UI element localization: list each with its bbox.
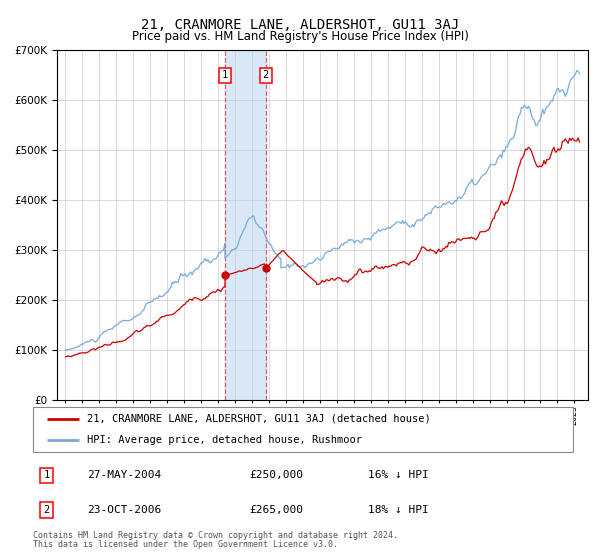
Text: HPI: Average price, detached house, Rushmoor: HPI: Average price, detached house, Rush… [87,435,362,445]
Text: 18% ↓ HPI: 18% ↓ HPI [368,505,428,515]
Text: 23-OCT-2006: 23-OCT-2006 [87,505,161,515]
Text: 16% ↓ HPI: 16% ↓ HPI [368,470,428,480]
Text: 21, CRANMORE LANE, ALDERSHOT, GU11 3AJ (detached house): 21, CRANMORE LANE, ALDERSHOT, GU11 3AJ (… [87,414,431,424]
Text: £250,000: £250,000 [249,470,303,480]
Text: 21, CRANMORE LANE, ALDERSHOT, GU11 3AJ: 21, CRANMORE LANE, ALDERSHOT, GU11 3AJ [141,18,459,32]
Text: 2: 2 [263,71,269,81]
Bar [225,50,266,400]
Text: £265,000: £265,000 [249,505,303,515]
Text: 1: 1 [222,71,228,81]
Text: Price paid vs. HM Land Registry's House Price Index (HPI): Price paid vs. HM Land Registry's House … [131,30,469,43]
Text: Contains HM Land Registry data © Crown copyright and database right 2024.: Contains HM Land Registry data © Crown c… [33,531,398,540]
FancyBboxPatch shape [33,407,573,452]
Text: 1: 1 [43,470,50,480]
Text: This data is licensed under the Open Government Licence v3.0.: This data is licensed under the Open Gov… [33,540,338,549]
Text: 27-MAY-2004: 27-MAY-2004 [87,470,161,480]
Text: 2: 2 [43,505,50,515]
